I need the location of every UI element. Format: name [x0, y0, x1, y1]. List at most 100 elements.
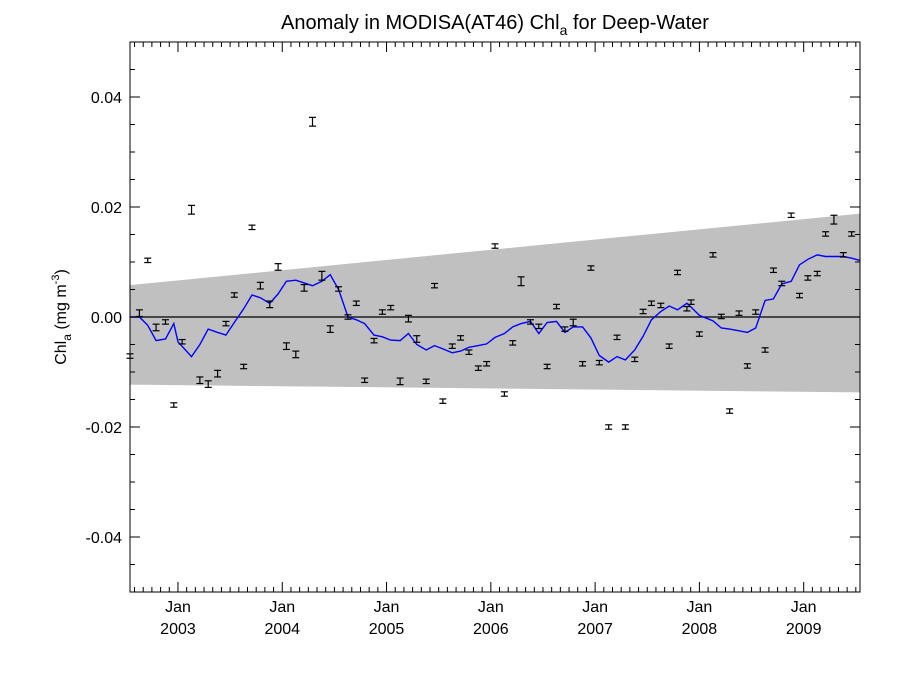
- y-tick-label: -0.02: [86, 420, 123, 437]
- data-point: [240, 363, 248, 370]
- data-points-layer: [126, 116, 856, 430]
- y-tick-label: 0.02: [91, 200, 122, 217]
- confidence-band: [130, 213, 860, 393]
- data-point: [491, 243, 499, 249]
- data-point: [613, 334, 621, 341]
- data-point: [735, 310, 743, 316]
- data-point: [266, 300, 274, 309]
- data-point: [370, 337, 378, 344]
- data-point: [144, 257, 152, 264]
- data-point: [761, 347, 769, 353]
- data-point: [282, 342, 290, 351]
- data-point: [709, 252, 717, 258]
- x-tick-label-month: Jan: [687, 599, 713, 616]
- data-point: [292, 350, 300, 359]
- data-point: [553, 303, 561, 310]
- data-point: [230, 292, 238, 298]
- data-point: [413, 335, 421, 343]
- data-point: [300, 283, 308, 292]
- data-point: [665, 343, 673, 349]
- data-point: [344, 314, 352, 320]
- data-point: [152, 323, 160, 332]
- y-axis-label: Chla (mg m-3): [50, 269, 74, 365]
- data-point: [256, 281, 264, 290]
- data-point: [188, 204, 196, 215]
- data-point: [439, 398, 447, 404]
- data-point: [509, 340, 517, 346]
- x-tick-label-year: 2004: [264, 621, 300, 638]
- data-point: [222, 320, 230, 327]
- data-point: [535, 323, 543, 330]
- data-point: [595, 359, 603, 366]
- data-point: [517, 276, 525, 287]
- data-point: [161, 319, 169, 325]
- data-point: [526, 319, 534, 325]
- data-point: [170, 402, 178, 408]
- data-point: [717, 313, 725, 320]
- y-axis-label-text: Chla (mg m-3): [50, 269, 74, 365]
- data-point: [465, 349, 473, 355]
- data-point: [196, 376, 204, 385]
- data-point: [695, 331, 703, 337]
- x-tick-label-month: Jan: [374, 599, 400, 616]
- data-point: [309, 116, 316, 127]
- y-ticks-layer: -0.04 -0.02 0.00 0.02 0.04: [86, 41, 860, 593]
- x-tick-label-year: 2007: [577, 621, 613, 638]
- x-tick-label-year: 2005: [369, 621, 405, 638]
- data-point: [248, 224, 256, 231]
- data-point: [361, 377, 369, 384]
- data-point: [839, 252, 847, 258]
- data-point: [396, 377, 404, 386]
- y-tick-label: -0.04: [86, 530, 123, 547]
- x-tick-label-year: 2009: [786, 621, 822, 638]
- data-point: [135, 309, 143, 318]
- trend-line-layer: [130, 254, 861, 363]
- data-point: [657, 302, 665, 309]
- data-point: [178, 338, 186, 345]
- data-point: [448, 343, 456, 349]
- data-point: [796, 292, 804, 299]
- x-tick-label-month: Jan: [165, 599, 191, 616]
- data-point: [214, 369, 222, 378]
- data-point: [335, 286, 343, 292]
- data-point: [352, 300, 360, 307]
- data-point: [274, 263, 282, 271]
- data-point: [204, 380, 212, 388]
- data-point: [647, 300, 655, 307]
- data-point: [543, 363, 551, 370]
- data-point: [769, 267, 777, 274]
- data-point: [683, 305, 691, 312]
- data-point: [822, 231, 830, 237]
- data-point: [605, 424, 613, 430]
- data-point: [422, 378, 430, 385]
- trend-line: [130, 254, 861, 363]
- y-tick-label: 0.04: [91, 90, 122, 107]
- data-point: [631, 356, 639, 363]
- data-point: [830, 214, 838, 225]
- data-point: [639, 308, 647, 315]
- x-tick-label-month: Jan: [478, 599, 504, 616]
- data-point: [474, 365, 482, 371]
- data-point: [561, 326, 569, 332]
- data-point: [587, 265, 595, 271]
- data-point: [483, 360, 491, 367]
- data-point: [431, 282, 439, 289]
- x-tick-label-month: Jan: [791, 599, 817, 616]
- x-ticks-layer: Jan 2003 Jan 2004 Jan 2005 Jan 2006 Jan 2007 Jan 20…: [134, 42, 857, 638]
- data-point: [813, 270, 821, 277]
- confidence-band-layer: [130, 213, 860, 393]
- data-point: [621, 424, 629, 430]
- y-tick-label: 0.00: [91, 310, 122, 327]
- data-point: [787, 212, 795, 219]
- x-tick-label-month: Jan: [269, 599, 295, 616]
- data-point: [848, 231, 856, 237]
- chart-title: Anomaly in MODISA(AT46) Chla for Deep-Wa…: [281, 12, 709, 38]
- data-point: [500, 391, 508, 397]
- data-point: [726, 408, 734, 414]
- data-point: [804, 275, 812, 281]
- x-tick-label-year: 2003: [160, 621, 196, 638]
- x-tick-label-year: 2008: [682, 621, 718, 638]
- x-tick-label-year: 2006: [473, 621, 509, 638]
- data-point: [743, 363, 751, 369]
